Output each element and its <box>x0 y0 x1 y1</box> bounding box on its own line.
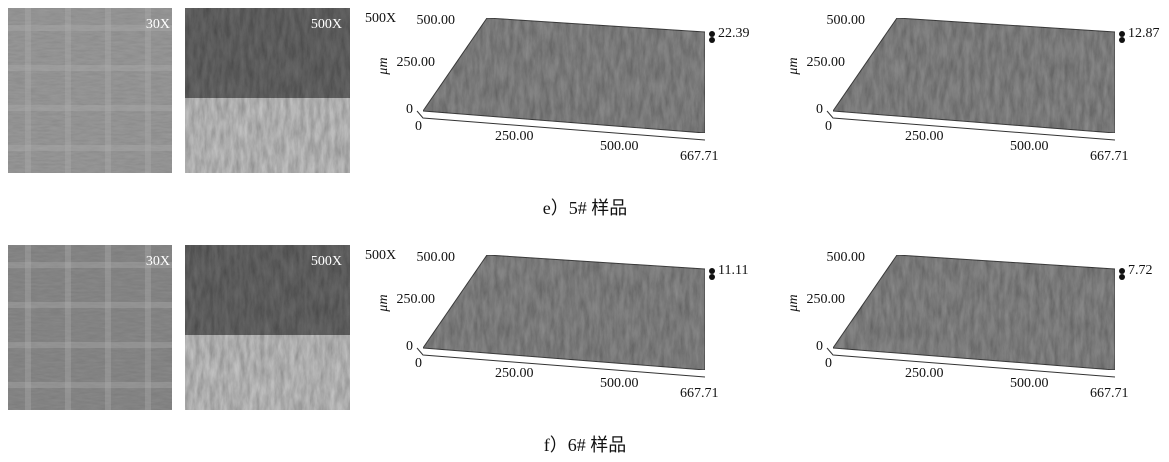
x-tick-label: 250.00 <box>495 129 534 144</box>
x-tick-label: 667.71 <box>680 149 719 164</box>
y-tick-label: 0 <box>816 102 823 117</box>
x-tick-label: 500.00 <box>1010 376 1049 391</box>
surface <box>833 18 1115 133</box>
x-tick-label: 0 <box>415 119 422 134</box>
y-tick-label: 250.00 <box>807 55 846 70</box>
x-tick-label: 500.00 <box>1010 139 1049 154</box>
figure: 30X 500X 500X 500.00 250.00 0 μm 0 250.00 500.00 6… <box>0 0 1169 462</box>
magnification-label: 30X <box>146 254 170 269</box>
y-tick-label: 250.00 <box>397 292 436 307</box>
y-tick-label: 0 <box>816 339 823 354</box>
caption: f）6# 样品 <box>544 435 627 455</box>
y-tick-label: 250.00 <box>807 292 846 307</box>
y-tick-label: 500.00 <box>417 13 456 28</box>
x-tick-label: 250.00 <box>905 366 944 381</box>
micrograph <box>185 98 350 173</box>
y-tick-label: 500.00 <box>827 250 866 265</box>
y-tick-label: 250.00 <box>397 55 436 70</box>
magnification-label: 500X <box>365 11 396 26</box>
surface <box>833 255 1115 370</box>
x-tick-label: 500.00 <box>600 139 639 154</box>
z-max-label: 22.39 <box>718 26 750 41</box>
x-tick-label: 667.71 <box>1090 386 1129 401</box>
axis-unit: μm <box>786 294 801 312</box>
surface <box>423 18 705 133</box>
marker <box>1119 31 1125 37</box>
z-max-label: 12.87 <box>1128 26 1160 41</box>
marker <box>709 274 715 280</box>
magnification-label: 500X <box>311 17 342 32</box>
x-tick-label: 0 <box>825 119 832 134</box>
marker <box>709 31 715 37</box>
x-tick-label: 250.00 <box>495 366 534 381</box>
y-tick-label: 0 <box>406 339 413 354</box>
surface <box>423 255 705 370</box>
x-tick-label: 667.71 <box>680 386 719 401</box>
marker <box>1119 274 1125 280</box>
marker <box>1119 268 1125 274</box>
marker <box>709 268 715 274</box>
magnification-label: 500X <box>365 248 396 263</box>
x-tick-label: 667.71 <box>1090 149 1129 164</box>
magnification-label: 30X <box>146 17 170 32</box>
x-tick-label: 0 <box>415 356 422 371</box>
y-tick-label: 0 <box>406 102 413 117</box>
axis-unit: μm <box>786 57 801 75</box>
axis-unit: μm <box>376 57 391 75</box>
magnification-label: 500X <box>311 254 342 269</box>
axis-unit: μm <box>376 294 391 312</box>
x-tick-label: 250.00 <box>905 129 944 144</box>
y-tick-label: 500.00 <box>827 13 866 28</box>
micrograph <box>185 335 350 410</box>
x-tick-label: 500.00 <box>600 376 639 391</box>
z-max-label: 7.72 <box>1128 263 1153 278</box>
x-tick-label: 0 <box>825 356 832 371</box>
z-max-label: 11.11 <box>718 263 748 278</box>
y-tick-label: 500.00 <box>417 250 456 265</box>
marker <box>1119 37 1125 43</box>
caption: e）5# 样品 <box>543 198 628 218</box>
marker <box>709 37 715 43</box>
